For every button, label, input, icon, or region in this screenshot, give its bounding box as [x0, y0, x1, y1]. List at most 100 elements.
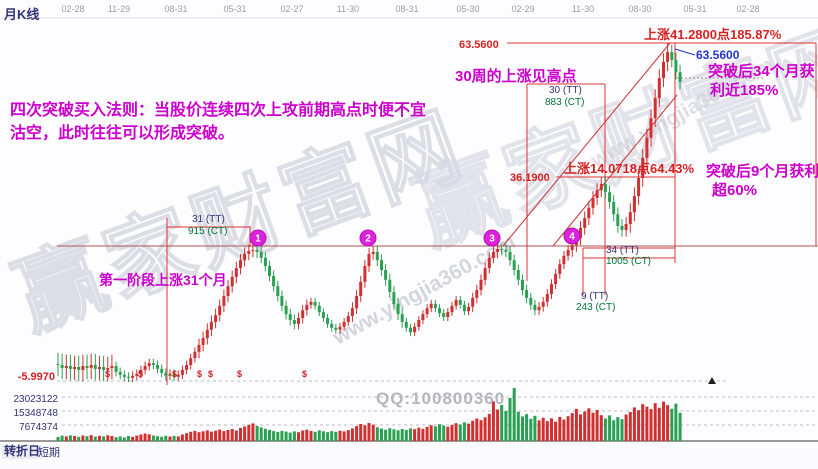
volume-bar — [537, 420, 541, 441]
timeline-date: 02-28 — [61, 4, 85, 14]
candle-body — [384, 270, 388, 280]
volume-bar — [467, 423, 471, 441]
candle-body — [496, 249, 500, 252]
volume-bar — [558, 416, 562, 441]
candle-body — [68, 366, 72, 369]
volume-bar — [122, 437, 126, 441]
candle-body — [579, 227, 582, 239]
timeline-date: 05-31 — [223, 4, 247, 14]
candle-body — [89, 365, 93, 368]
candle-body — [330, 323, 334, 328]
annotation-gain34-line1: 突破后34个月获 — [708, 63, 815, 80]
candle-body — [608, 192, 612, 202]
volume-bar — [288, 432, 292, 441]
candle-body — [570, 245, 574, 250]
volume-bar — [77, 436, 81, 441]
volume-bar — [421, 428, 425, 441]
candle-body — [404, 321, 408, 328]
candle-body — [653, 98, 657, 119]
candle-body — [637, 178, 641, 197]
volume-bar — [259, 427, 263, 441]
candle-body — [218, 305, 222, 316]
volume-bar — [118, 436, 122, 441]
annotation-stage1: 第一阶段上涨31个月 — [99, 272, 227, 288]
volume-bar — [251, 423, 255, 441]
candle-body — [280, 296, 284, 306]
volume-bar — [64, 436, 68, 441]
candle-body — [467, 306, 471, 312]
volume-bar — [670, 408, 674, 441]
candle-body — [98, 367, 101, 369]
volume-bar — [234, 430, 238, 441]
bottom-indicator-strip — [0, 443, 818, 469]
volume-bar — [230, 429, 234, 441]
overlay-line — [552, 94, 678, 247]
candle-body — [583, 218, 587, 228]
tab-turning-day[interactable]: 转折日 — [2, 444, 43, 459]
volume-bar — [603, 418, 607, 441]
volume-bar — [392, 429, 396, 441]
tab-short-term[interactable]: 短期 — [38, 447, 60, 459]
candle-body — [297, 318, 300, 324]
candle-body — [110, 366, 114, 368]
volume-bar — [616, 417, 620, 441]
candle-body — [529, 297, 533, 305]
candle-body — [338, 326, 342, 330]
candle-body — [442, 313, 446, 317]
price-level-low-label: -5.9970 — [17, 371, 55, 383]
candle-body — [450, 305, 454, 313]
volume-bar — [525, 414, 529, 441]
candle-body — [475, 290, 479, 298]
candle-body — [118, 371, 122, 375]
candle-body — [678, 72, 682, 82]
volume-bar — [135, 435, 139, 441]
volume-bar — [180, 434, 184, 441]
measure-883ct-label: 883 (CT) — [545, 97, 585, 108]
volume-bar — [247, 424, 251, 441]
volume-bar — [442, 425, 446, 441]
candle-body — [657, 78, 661, 99]
candle-body — [309, 301, 313, 305]
breakout-number-badge — [249, 229, 267, 247]
candle-body — [276, 286, 280, 296]
price-level-mid-label: 36.1900 — [510, 172, 550, 184]
sell-dollar-mark: $ — [197, 369, 202, 379]
volume-bar — [678, 412, 682, 441]
breakout-number-badge — [359, 229, 377, 247]
candle-body — [429, 303, 433, 309]
volume-bar — [301, 430, 305, 441]
volume-bar — [384, 429, 388, 441]
candle-body — [122, 374, 126, 377]
volume-bar — [566, 416, 570, 441]
volume-bar — [491, 401, 495, 441]
candle-body — [666, 52, 670, 62]
candle-body — [127, 376, 130, 378]
volume-axis-label-2: 15348748 — [13, 408, 59, 419]
candle-body — [326, 318, 330, 324]
volume-bar — [272, 431, 276, 441]
candle-body — [239, 260, 242, 268]
volume-bar — [371, 424, 375, 441]
volume-bar — [666, 405, 670, 441]
candle-body — [205, 329, 209, 339]
volume-bar — [292, 431, 296, 441]
candle-body — [268, 266, 271, 276]
volume-bar — [168, 436, 172, 441]
candle-body — [413, 326, 417, 333]
candle-body — [292, 320, 296, 324]
candle-body — [359, 281, 363, 296]
volume-bar — [645, 406, 649, 441]
rise1-measure-label: 上涨41.2800点185.87% — [644, 27, 782, 42]
volume-bar — [313, 431, 317, 441]
volume-bar — [226, 429, 230, 441]
volume-bar — [591, 412, 595, 441]
volume-bar — [533, 415, 537, 441]
candle-body — [562, 255, 566, 265]
candle-body — [334, 327, 338, 330]
volume-bar — [342, 431, 346, 441]
volume-bar — [176, 436, 180, 441]
volume-bar — [529, 418, 533, 441]
last-price-label: 63.5600 — [696, 48, 740, 62]
candle-body — [599, 183, 603, 191]
